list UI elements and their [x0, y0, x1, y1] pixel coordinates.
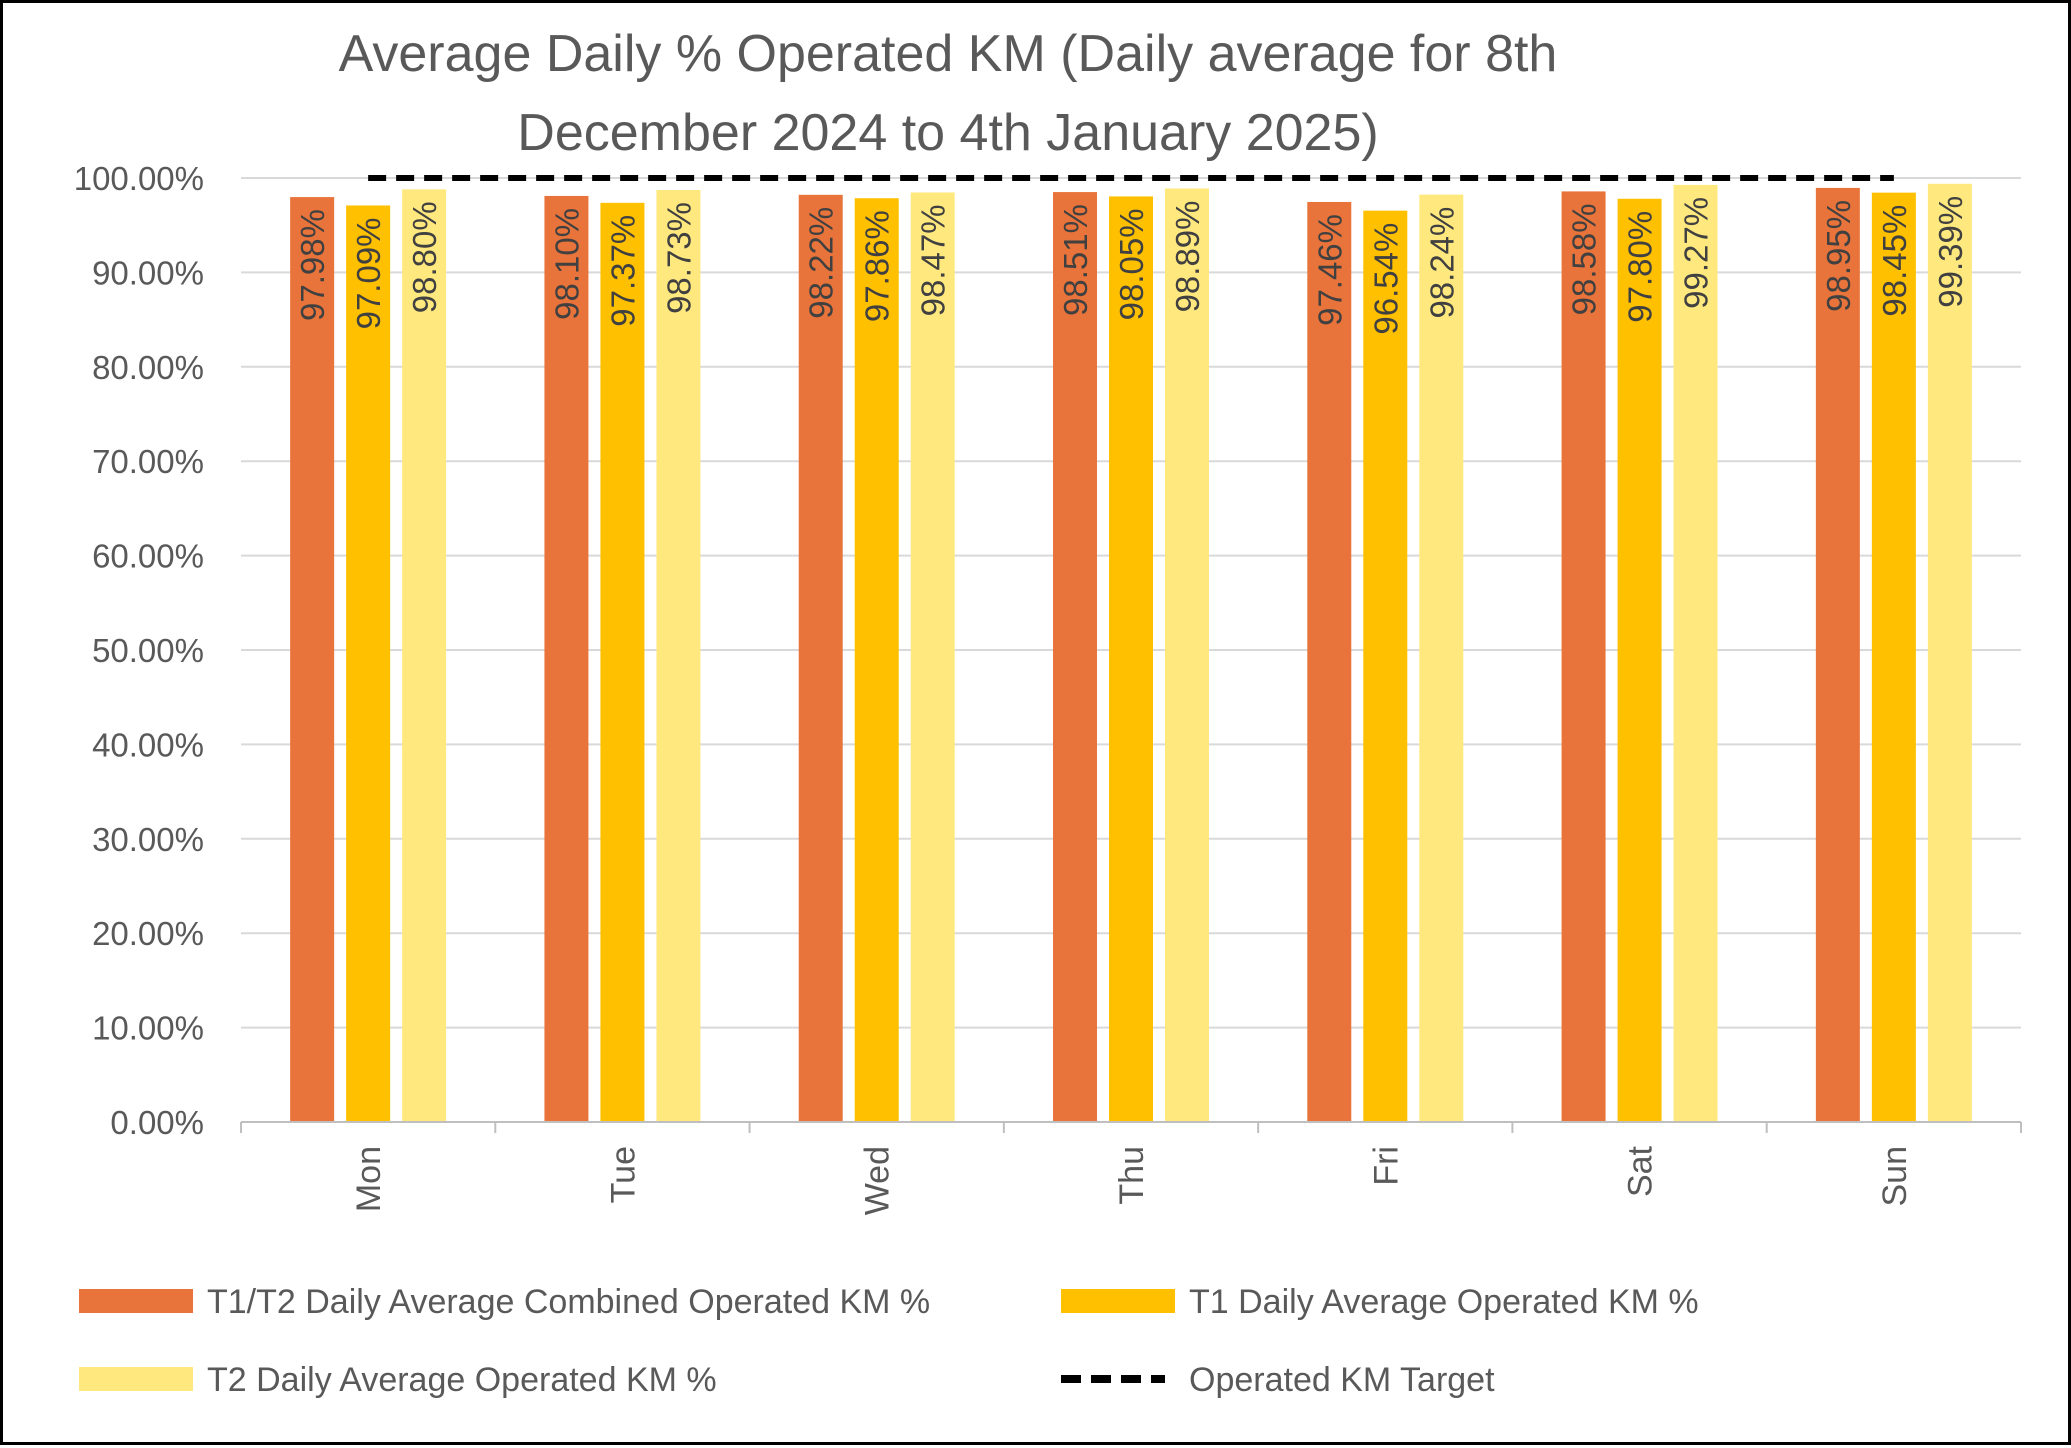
data-label: 98.05% [1113, 208, 1150, 320]
y-axis-tick-labels: 0.00% 10.00% 20.00% 30.00% 40.00% 50.00% 60.00… [74, 160, 204, 1141]
bar-fri-series-3 [1419, 194, 1464, 1123]
data-label: 98.51% [1057, 204, 1094, 316]
legend-label-4: Operated KM Target [1189, 1361, 1495, 1399]
category-label-wed: Wed [859, 1146, 897, 1215]
y-tick-label: 50.00% [92, 632, 204, 669]
y-tick-label: 80.00% [92, 349, 204, 386]
bar-sun-series-2 [1871, 192, 1916, 1122]
data-label: 98.22% [803, 207, 840, 319]
chart-title-line-1: Average Daily % Operated KM (Daily avera… [339, 25, 1558, 83]
y-tick-label: 90.00% [92, 254, 204, 291]
data-label: 97.09% [350, 217, 387, 329]
chart-title: Average Daily % Operated KM (Daily avera… [339, 25, 1558, 162]
bar-thu-series-3 [1165, 188, 1209, 1122]
data-label: 96.54% [1367, 223, 1404, 335]
legend-label-3: T2 Daily Average Operated KM % [207, 1361, 717, 1399]
legend-swatch-1 [79, 1289, 193, 1313]
bar-tue-series-2 [600, 202, 645, 1122]
bars [290, 183, 1972, 1123]
legend-swatch-3 [79, 1367, 193, 1391]
category-label-sun: Sun [1876, 1146, 1914, 1207]
category-label-fri: Fri [1367, 1146, 1405, 1186]
y-tick-label: 30.00% [92, 821, 204, 858]
category-label-sat: Sat [1622, 1145, 1660, 1197]
bar-fri-series-1 [1307, 201, 1352, 1122]
y-tick-label: 60.00% [92, 538, 204, 575]
data-label: 98.58% [1566, 203, 1603, 315]
bar-sun-series-1 [1815, 187, 1860, 1123]
legend-label-2: T1 Daily Average Operated KM % [1189, 1283, 1699, 1321]
bar-thu-series-1 [1053, 192, 1097, 1122]
data-label: 97.80% [1622, 211, 1659, 323]
bar-mon-series-2 [346, 205, 391, 1122]
y-tick-label: 70.00% [92, 443, 204, 480]
data-label: 98.95% [1820, 200, 1857, 312]
bar-sat-series-2 [1617, 198, 1662, 1122]
category-label-tue: Tue [604, 1146, 642, 1203]
data-label: 98.24% [1423, 207, 1460, 319]
category-label-thu: Thu [1113, 1146, 1151, 1205]
bar-sat-series-1 [1561, 191, 1606, 1123]
bar-mon-series-3 [402, 189, 447, 1122]
bar-tue-series-1 [544, 195, 589, 1122]
bar-wed-series-3 [910, 192, 955, 1122]
bar-sun-series-3 [1927, 183, 1972, 1122]
bar-wed-series-1 [798, 194, 843, 1122]
legend-label-1: T1/T2 Daily Average Combined Operated KM… [207, 1283, 930, 1321]
bar-wed-series-2 [854, 198, 899, 1122]
y-tick-label: 0.00% [110, 1104, 204, 1141]
bar-mon-series-1 [290, 197, 335, 1123]
legend: T1/T2 Daily Average Combined Operated KM… [79, 1283, 1699, 1399]
legend-swatch-2 [1061, 1289, 1175, 1313]
x-axis-category-labels: Mon Tue Wed Thu Fri Sat Sun [350, 1145, 1914, 1215]
data-label: 98.47% [915, 204, 952, 316]
y-tick-label: 10.00% [92, 1010, 204, 1047]
data-label: 97.46% [1311, 214, 1348, 326]
data-label: 98.10% [548, 208, 585, 320]
data-label: 99.39% [1932, 196, 1969, 308]
x-axis [240, 1121, 2022, 1133]
chart-title-line-2: December 2024 to 4th January 2025) [517, 104, 1378, 162]
y-tick-label: 40.00% [92, 726, 204, 763]
bar-fri-series-2 [1363, 210, 1408, 1122]
data-label: 98.89% [1169, 200, 1206, 312]
data-label: 98.45% [1876, 205, 1913, 317]
bar-thu-series-2 [1109, 196, 1153, 1122]
data-label: 97.37% [604, 215, 641, 327]
data-label: 97.98% [294, 209, 331, 321]
y-tick-label: 100.00% [74, 160, 204, 197]
bar-sat-series-3 [1673, 184, 1718, 1122]
data-label: 99.27% [1678, 197, 1715, 309]
data-label: 98.73% [660, 202, 697, 314]
category-label-mon: Mon [350, 1146, 388, 1212]
chart-svg: Average Daily % Operated KM (Daily avera… [74, 25, 2022, 1399]
bar-tue-series-3 [656, 189, 701, 1123]
data-label: 98.80% [406, 201, 443, 313]
data-labels: 97.98% 97.09% 98.80% 98.10% 97.37% 98.73% 98.2… [294, 196, 1969, 335]
y-tick-label: 20.00% [92, 915, 204, 952]
data-label: 97.86% [859, 210, 896, 322]
